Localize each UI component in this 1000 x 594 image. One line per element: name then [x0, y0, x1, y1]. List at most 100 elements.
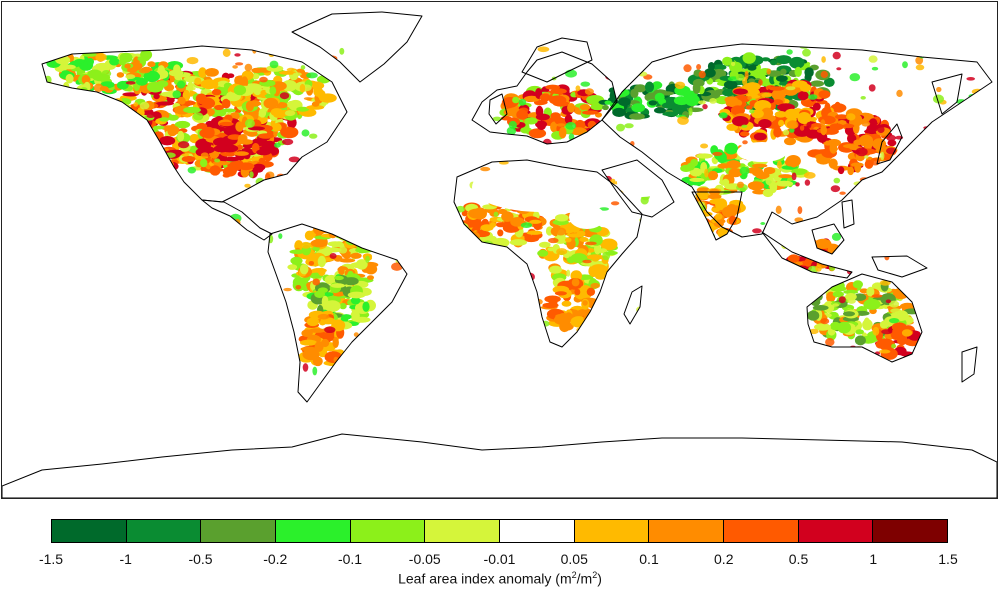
anomaly-blob [518, 107, 529, 114]
anomaly-blob [277, 193, 286, 201]
anomaly-blob [86, 58, 94, 66]
anomaly-blob [784, 108, 800, 120]
anomaly-blob [776, 160, 782, 169]
anomaly-blob [338, 258, 356, 263]
anomaly-blob [350, 252, 362, 259]
anomaly-blob [147, 61, 156, 68]
anomaly-blob [156, 343, 167, 349]
anomaly-blob [696, 153, 713, 159]
anomaly-blob [519, 362, 524, 370]
anomaly-blob [528, 128, 547, 139]
anomaly-blob [199, 233, 206, 241]
anomaly-blob [529, 219, 542, 224]
anomaly-blob [830, 103, 847, 113]
anomaly-blob [451, 79, 462, 89]
colorbar [51, 519, 948, 543]
anomaly-blob [357, 150, 362, 158]
anomaly-blob [167, 114, 179, 121]
anomaly-blob [668, 273, 674, 277]
anomaly-blob [915, 64, 925, 71]
anomaly-blob [775, 55, 792, 65]
anomaly-blob [401, 285, 407, 295]
anomaly-blob [823, 77, 835, 88]
anomaly-blob [126, 139, 139, 144]
anomaly-blob [144, 143, 159, 153]
anomaly-blob [289, 368, 296, 375]
anomaly-blob [287, 194, 296, 200]
anomaly-blob [617, 295, 627, 302]
anomaly-blob [641, 352, 648, 358]
anomaly-blob [863, 317, 871, 329]
anomaly-blob [365, 255, 370, 263]
anomaly-blob [925, 237, 937, 245]
anomaly-blob [116, 228, 127, 234]
anomaly-blob [36, 335, 46, 340]
anomaly-blob [61, 64, 76, 70]
anomaly-blob [350, 296, 361, 305]
anomaly-blob [348, 152, 358, 160]
colorbar-tick-label: 0.05 [560, 551, 588, 567]
anomaly-blob [271, 123, 282, 132]
anomaly-blob [946, 149, 951, 158]
anomaly-blob [33, 349, 39, 355]
anomaly-blob [726, 160, 741, 169]
anomaly-blob [425, 80, 437, 88]
anomaly-blob [210, 224, 221, 231]
anomaly-blob [610, 201, 620, 206]
anomaly-blob [122, 116, 130, 124]
anomaly-blob [726, 123, 738, 131]
anomaly-blob [731, 61, 736, 67]
anomaly-blob [782, 268, 788, 272]
anomaly-blob [82, 131, 88, 136]
anomaly-blob [728, 168, 743, 178]
anomaly-blob [131, 126, 149, 138]
anomaly-blob [500, 352, 509, 356]
anomaly-blob [200, 152, 209, 158]
anomaly-blob [747, 96, 752, 100]
anomaly-blob [930, 350, 937, 356]
anomaly-blob [241, 76, 249, 89]
anomaly-blob [520, 127, 532, 134]
anomaly-blob [833, 177, 841, 184]
anomaly-blob [681, 318, 686, 326]
anomaly-blob [404, 154, 413, 159]
anomaly-blob [832, 51, 841, 60]
anomaly-blob [283, 287, 292, 292]
anomaly-blob [455, 239, 461, 244]
anomaly-blob [786, 49, 793, 55]
anomaly-blob [881, 329, 893, 335]
anomaly-blob [780, 68, 787, 75]
anomaly-blob [294, 188, 306, 195]
anomaly-blob [408, 59, 417, 64]
anomaly-blob [864, 155, 869, 159]
anomaly-blob [142, 142, 159, 149]
anomaly-blob [549, 265, 562, 274]
anomaly-blob [80, 357, 89, 366]
anomaly-blob [763, 167, 776, 175]
anomaly-blob [497, 248, 507, 258]
anomaly-blob [983, 145, 993, 150]
anomaly-blob [43, 271, 54, 281]
anomaly-blob [334, 232, 350, 239]
anomaly-blob [737, 181, 744, 188]
anomaly-blob [691, 279, 704, 286]
anomaly-blob [776, 75, 788, 82]
anomaly-blob [124, 63, 131, 69]
anomaly-blob [145, 152, 155, 159]
anomaly-blob [155, 155, 164, 161]
anomaly-blob [565, 69, 577, 78]
anomaly-blob [550, 112, 561, 120]
anomaly-blob [593, 367, 603, 375]
anomaly-blob [633, 65, 644, 70]
anomaly-blob [837, 166, 845, 175]
anomaly-blob [821, 250, 839, 260]
anomaly-blob [687, 180, 694, 186]
anomaly-blob [556, 123, 566, 127]
anomaly-blob [604, 320, 612, 327]
anomaly-blob [119, 52, 133, 63]
anomaly-blob [704, 168, 709, 178]
anomaly-blob [849, 73, 861, 82]
anomaly-blob [227, 73, 235, 78]
anomaly-blob [755, 172, 770, 180]
anomaly-blob [548, 301, 558, 306]
